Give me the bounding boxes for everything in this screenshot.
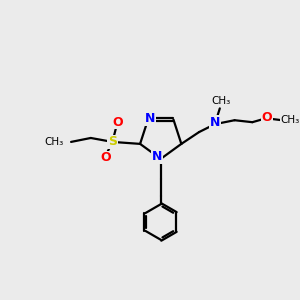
Text: O: O [112, 116, 123, 129]
Text: O: O [262, 111, 272, 124]
Text: CH₃: CH₃ [211, 97, 230, 106]
Text: CH₃: CH₃ [280, 115, 299, 125]
Text: N: N [152, 150, 162, 164]
Text: N: N [145, 112, 155, 125]
Text: CH₃: CH₃ [44, 137, 63, 147]
Text: S: S [108, 135, 117, 148]
Text: O: O [100, 151, 111, 164]
Text: N: N [210, 116, 220, 129]
